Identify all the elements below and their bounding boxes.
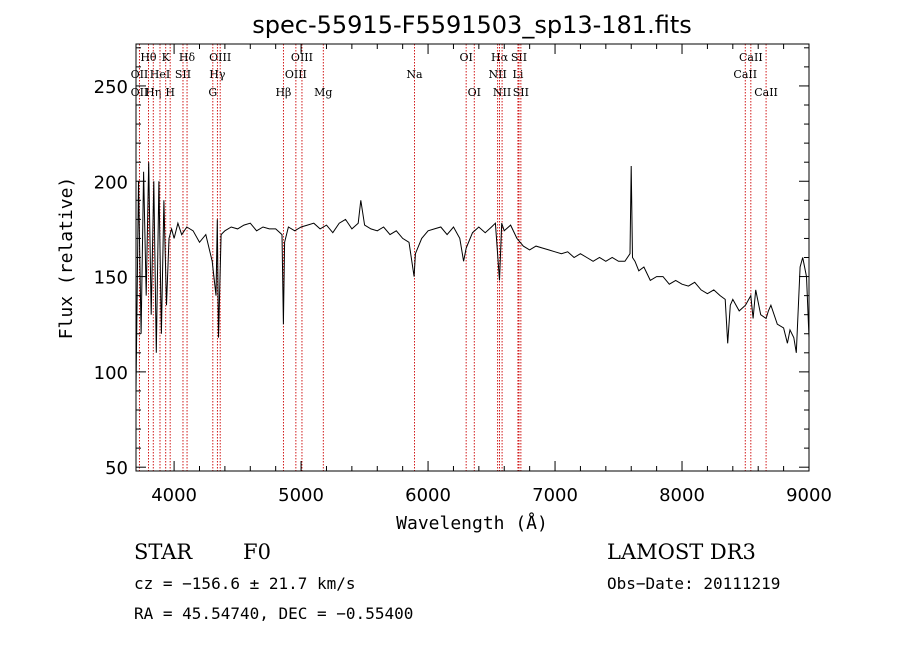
object-class: STAR <box>134 540 193 564</box>
x-tick-label: 9000 <box>786 485 832 506</box>
survey-label: LAMOST DR3 <box>607 540 756 564</box>
y-axis-label: Flux (relative) <box>56 177 77 340</box>
x-tick-label: 6000 <box>405 485 451 506</box>
plot-frame <box>135 43 810 472</box>
line-label: CaII <box>754 86 778 99</box>
line-label: Li <box>513 68 524 81</box>
line-label: NII <box>493 86 511 99</box>
chart-title: spec-55915-F5591503_sp13-181.fits <box>252 11 691 39</box>
x-tick-label: 8000 <box>659 485 705 506</box>
observation-date: Obs−Date: 20111219 <box>607 574 781 593</box>
line-label: H <box>165 86 175 99</box>
line-label: OI <box>459 51 472 64</box>
line-label: G <box>208 86 217 99</box>
y-tick-label: 200 <box>94 172 128 193</box>
line-label: SII <box>513 86 529 99</box>
line-label: OIII <box>209 51 231 64</box>
line-label: Hγ <box>209 68 226 81</box>
line-label: CaII <box>733 68 757 81</box>
line-label: NII <box>488 68 506 81</box>
y-tick-label: 150 <box>94 268 128 289</box>
line-label: Hθ <box>140 51 157 64</box>
coordinates: RA = 45.54740, DEC = −0.55400 <box>134 604 414 623</box>
line-label: OII <box>131 86 149 99</box>
line-label: Hβ <box>275 86 291 99</box>
line-label: Hα <box>491 51 509 64</box>
x-axis-ticks: 4000 5000 6000 7000 8000 9000 <box>151 44 832 506</box>
line-label: OIII <box>291 51 313 64</box>
x-axis-label: Wavelength (Å) <box>396 512 548 534</box>
line-label: OII <box>131 68 149 81</box>
redshift-velocity: cz = −156.6 ± 21.7 km/s <box>134 574 356 593</box>
x-tick-label: 7000 <box>532 485 578 506</box>
x-tick-label: 4000 <box>151 485 197 506</box>
line-label: Hη <box>145 86 161 99</box>
y-tick-label: 50 <box>105 458 128 479</box>
object-subclass: F0 <box>243 540 271 564</box>
spectrum-line <box>135 162 810 391</box>
line-label: Hδ <box>179 51 196 64</box>
line-label: OI <box>468 86 481 99</box>
line-label: Mg <box>314 86 332 99</box>
line-label: OIII <box>285 68 307 81</box>
y-tick-label: 100 <box>94 363 128 384</box>
line-label: SII <box>511 51 527 64</box>
y-tick-label: 250 <box>94 77 128 98</box>
line-label: Na <box>406 68 423 81</box>
y-axis-ticks: 50 100 150 200 250 <box>94 47 809 479</box>
line-label: SII <box>175 68 191 81</box>
x-tick-label: 5000 <box>278 485 324 506</box>
line-label: HeI <box>150 68 170 81</box>
line-label: CaII <box>739 51 763 64</box>
line-label: K <box>162 51 171 64</box>
